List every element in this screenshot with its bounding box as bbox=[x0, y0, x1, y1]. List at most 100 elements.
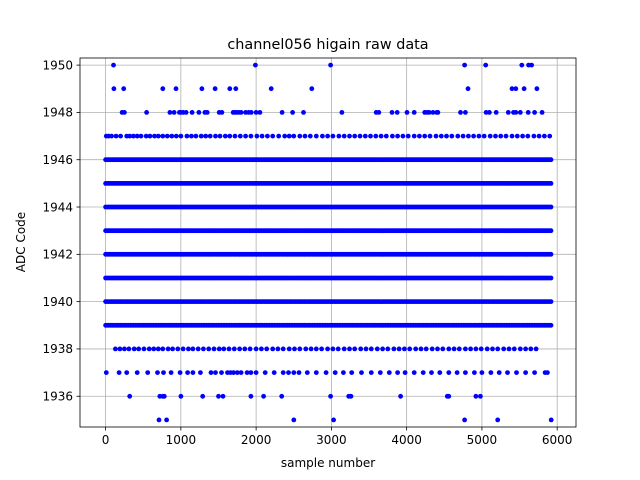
data-point bbox=[216, 346, 222, 352]
data-point bbox=[233, 86, 239, 92]
data-point bbox=[525, 110, 531, 115]
data-point bbox=[473, 346, 479, 352]
data-point bbox=[395, 370, 400, 375]
data-point bbox=[254, 133, 260, 139]
data-point bbox=[253, 62, 258, 68]
data-point bbox=[286, 370, 291, 375]
data-point bbox=[151, 346, 157, 352]
data-point bbox=[248, 110, 254, 115]
data-point bbox=[368, 346, 374, 352]
data-point bbox=[282, 133, 288, 139]
data-point bbox=[301, 110, 306, 115]
data-point bbox=[389, 110, 395, 115]
data-point bbox=[302, 133, 308, 139]
data-point bbox=[523, 370, 528, 375]
data-point bbox=[160, 346, 166, 352]
y-tick-label: 1940 bbox=[42, 295, 73, 309]
data-point bbox=[262, 370, 268, 375]
data-point bbox=[296, 370, 302, 375]
data-point bbox=[348, 393, 354, 399]
data-point bbox=[286, 346, 292, 352]
data-point bbox=[173, 86, 179, 92]
data-point bbox=[199, 86, 205, 92]
data-point bbox=[307, 133, 313, 139]
data-point bbox=[496, 370, 502, 375]
data-point bbox=[339, 110, 345, 115]
data-point bbox=[378, 133, 384, 139]
data-point bbox=[134, 133, 140, 139]
data-point bbox=[332, 370, 338, 375]
data-point bbox=[222, 133, 228, 139]
y-tick-label: 1942 bbox=[42, 248, 73, 262]
data-point bbox=[548, 181, 554, 186]
x-tick-label: 6000 bbox=[542, 433, 573, 447]
data-point bbox=[517, 110, 523, 115]
data-point bbox=[319, 346, 324, 352]
x-axis: 0 1000 2000 3000 4000 5000 6000 bbox=[102, 427, 573, 447]
data-point bbox=[200, 393, 206, 399]
data-point bbox=[213, 370, 218, 375]
data-point bbox=[227, 133, 233, 139]
data-point bbox=[180, 346, 186, 352]
data-point bbox=[291, 417, 297, 423]
data-point bbox=[212, 86, 218, 92]
data-point bbox=[440, 346, 446, 352]
data-point bbox=[111, 62, 116, 68]
data-point bbox=[400, 133, 406, 139]
data-point bbox=[514, 370, 519, 375]
data-point bbox=[533, 346, 539, 352]
data-point bbox=[352, 346, 358, 352]
data-point bbox=[227, 86, 233, 92]
data-point bbox=[444, 133, 449, 139]
data-point bbox=[493, 110, 499, 115]
data-point bbox=[468, 346, 473, 352]
data-point bbox=[113, 133, 119, 139]
data-point bbox=[331, 417, 336, 423]
data-point bbox=[184, 133, 190, 139]
data-point bbox=[466, 133, 471, 139]
data-point bbox=[237, 133, 243, 139]
data-point bbox=[138, 133, 144, 139]
data-point bbox=[232, 133, 238, 139]
data-point bbox=[190, 346, 196, 352]
data-point bbox=[175, 346, 181, 352]
data-point bbox=[386, 370, 392, 375]
data-point bbox=[547, 133, 553, 139]
data-point bbox=[161, 370, 166, 375]
data-point bbox=[257, 110, 263, 115]
data-point bbox=[238, 110, 244, 115]
data-point bbox=[211, 346, 217, 352]
scatter-points bbox=[103, 62, 554, 423]
data-point bbox=[221, 346, 227, 352]
data-point bbox=[383, 133, 389, 139]
data-point bbox=[498, 133, 504, 139]
data-point bbox=[394, 110, 400, 115]
data-point bbox=[279, 393, 285, 399]
data-point bbox=[539, 110, 545, 115]
data-point bbox=[127, 393, 133, 399]
data-point bbox=[208, 370, 214, 375]
data-point bbox=[430, 110, 436, 115]
data-point bbox=[493, 133, 498, 139]
data-point bbox=[363, 346, 369, 352]
data-point bbox=[396, 346, 402, 352]
data-point bbox=[290, 110, 295, 115]
data-point bbox=[147, 133, 153, 139]
data-point bbox=[160, 86, 166, 92]
x-tick-label: 2000 bbox=[241, 433, 272, 447]
data-point bbox=[126, 346, 132, 352]
data-point bbox=[520, 133, 525, 139]
data-point bbox=[341, 370, 346, 375]
data-point bbox=[422, 133, 428, 139]
data-point bbox=[513, 86, 519, 92]
y-tick-label: 1944 bbox=[42, 200, 73, 214]
data-point bbox=[483, 62, 489, 68]
data-point bbox=[542, 133, 547, 139]
data-point bbox=[118, 133, 123, 139]
data-point bbox=[145, 370, 151, 375]
data-point bbox=[357, 133, 363, 139]
data-point bbox=[462, 62, 467, 68]
data-point bbox=[427, 133, 433, 139]
y-tick-label: 1950 bbox=[42, 58, 73, 72]
